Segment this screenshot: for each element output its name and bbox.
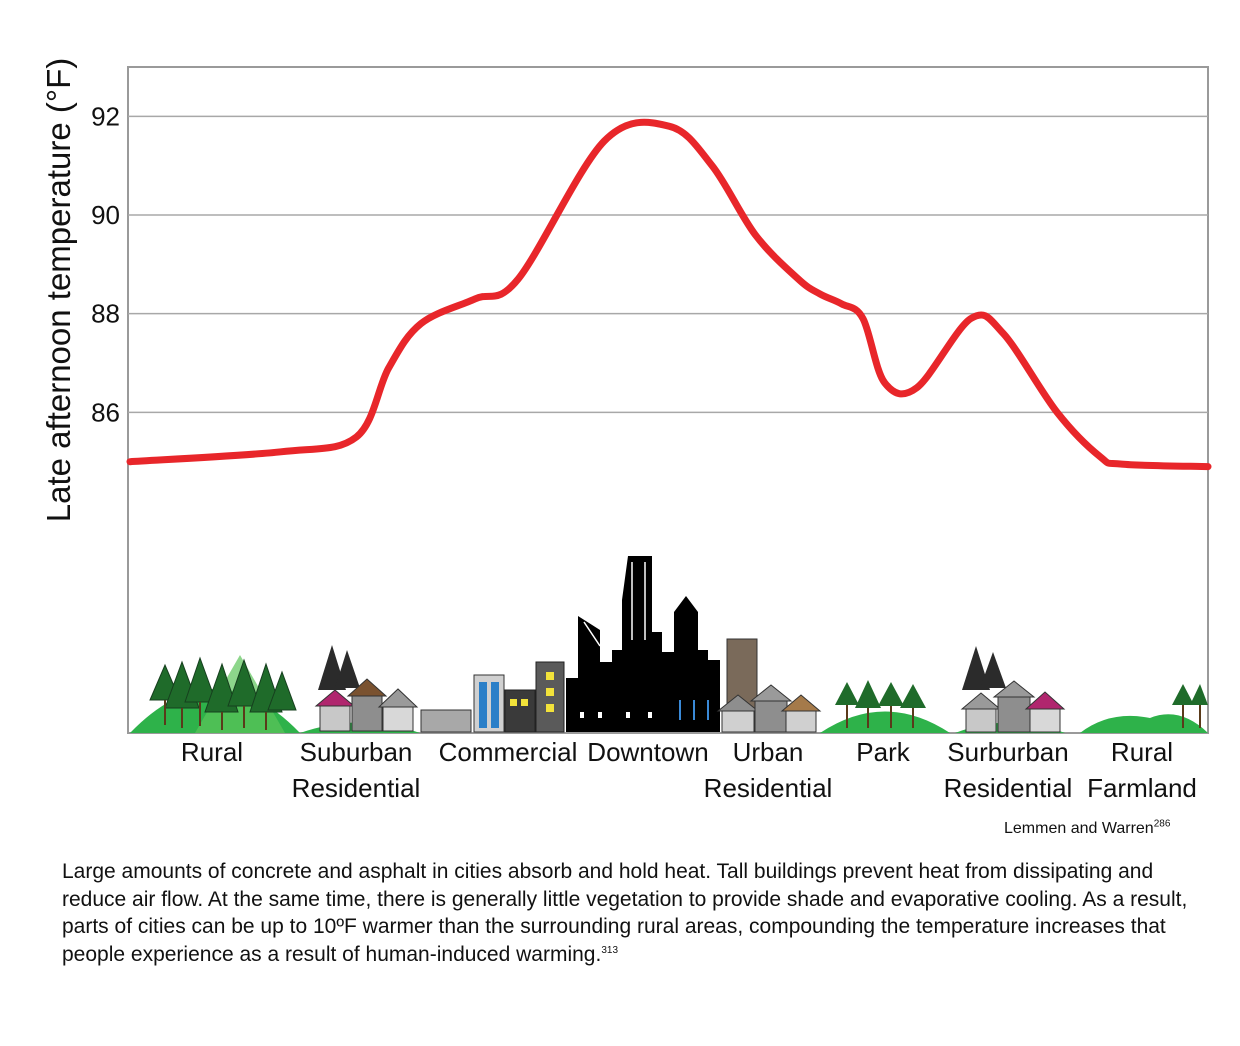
landscape-illustration	[130, 556, 1208, 733]
x-category-label: Urban Residential	[704, 737, 833, 803]
x-category-label-line: Commercial	[439, 737, 578, 767]
x-category-label: Surburban Residential	[944, 737, 1073, 803]
x-category-label-line: Residential	[704, 773, 833, 803]
figure-caption: Large amounts of concrete and asphalt in…	[62, 858, 1212, 968]
x-category-label-line: Downtown	[587, 737, 708, 767]
y-tick-label: 90	[91, 200, 120, 230]
credit-text: Lemmen and Warren	[1004, 820, 1154, 837]
y-axis-label: Late afternoon temperature (°F)	[40, 58, 77, 522]
x-category-label-line: Surburban	[947, 737, 1068, 767]
x-category-label: Commercial	[439, 737, 578, 767]
x-category-label-line: Suburban	[300, 737, 413, 767]
x-category-label: Rural	[181, 737, 243, 767]
x-category-label-line: Urban	[733, 737, 804, 767]
y-tick-label: 92	[91, 101, 120, 131]
y-tick-label: 86	[91, 397, 120, 427]
x-category-label-line: Residential	[944, 773, 1073, 803]
x-category-label: Downtown	[587, 737, 708, 767]
x-category-label-line: Park	[856, 737, 910, 767]
y-tick-label: 88	[91, 299, 120, 329]
x-category-label-line: Rural	[1111, 737, 1173, 767]
plot-area	[127, 66, 1209, 734]
x-category-label: Park	[856, 737, 910, 767]
x-category-label-line: Residential	[292, 773, 421, 803]
x-category-label: Suburban Residential	[292, 737, 421, 803]
source-credit: Lemmen and Warren286	[1004, 818, 1171, 838]
caption-reference: 313	[601, 944, 619, 956]
temperature-line	[126, 118, 1212, 471]
x-category-label: Rural Farmland	[1087, 737, 1197, 803]
caption-text: Large amounts of concrete and asphalt in…	[62, 860, 1188, 966]
x-category-label-line: Rural	[181, 737, 243, 767]
credit-reference: 286	[1153, 818, 1171, 830]
x-category-label-line: Farmland	[1087, 773, 1197, 803]
